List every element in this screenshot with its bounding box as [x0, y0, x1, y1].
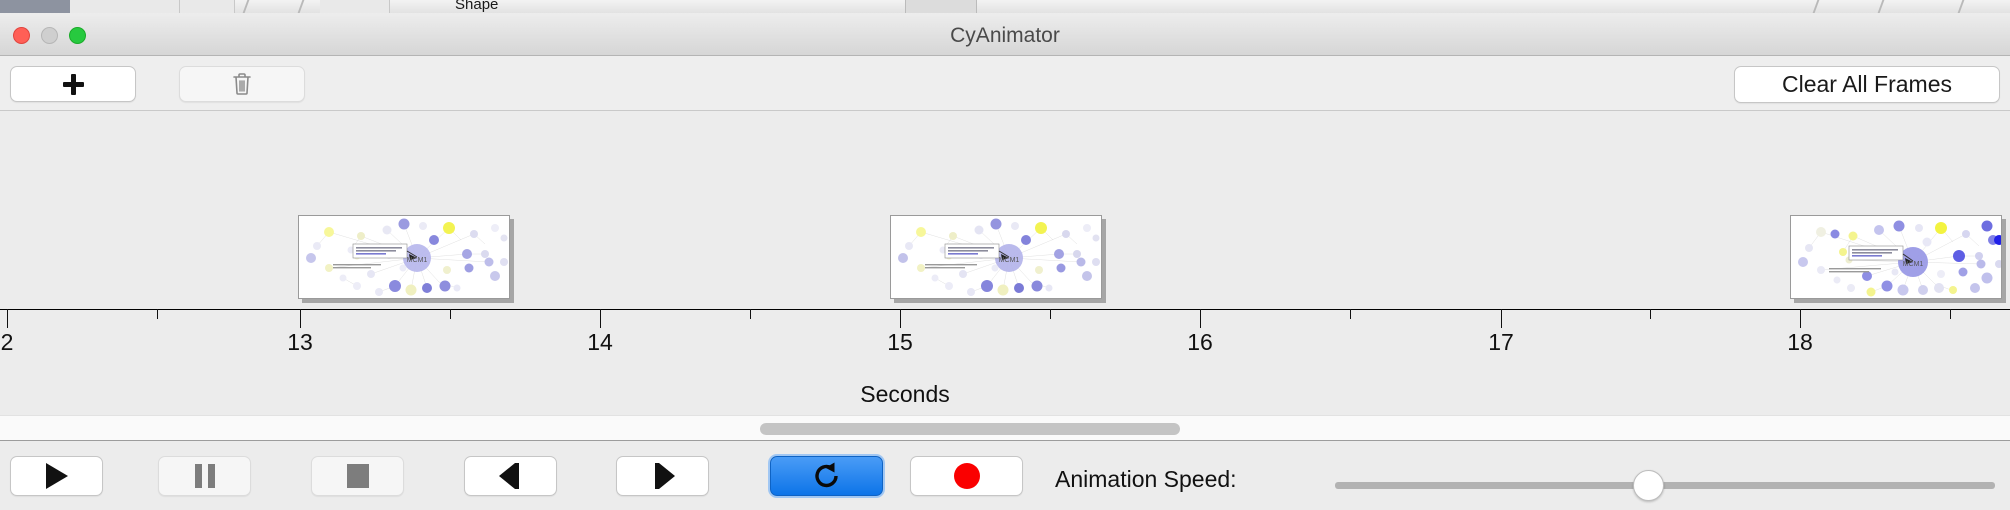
hub-node-label-3: MCM1: [1903, 261, 1924, 268]
frame-thumbnail-1[interactable]: MCM1: [298, 215, 510, 299]
clear-all-frames-label: Clear All Frames: [1782, 71, 1952, 97]
window-title: CyAnimator: [950, 24, 1060, 47]
animation-speed-track[interactable]: [1335, 482, 1995, 489]
axis-tick-label-15: 15: [887, 329, 913, 355]
play-icon: [45, 463, 68, 489]
skip-forward-icon: [651, 463, 675, 489]
axis-tick-9: [1350, 309, 1351, 319]
axis-tick-label-13: 13: [287, 329, 313, 355]
frame-toolbar: Clear All Frames: [0, 56, 2010, 111]
background-window-label: Shape: [455, 0, 499, 13]
frame-thumbnail-2[interactable]: MCM1: [890, 215, 1102, 299]
axis-title: Seconds: [0, 381, 2010, 408]
background-cell-4: [905, 0, 977, 13]
frame-thumbnail-3[interactable]: MCM1: [1790, 215, 2002, 299]
loop-button[interactable]: [770, 456, 883, 496]
record-button[interactable]: [910, 456, 1023, 496]
axis-tick-6: [900, 309, 901, 328]
background-divider-2: [297, 0, 305, 13]
clear-all-frames-button[interactable]: Clear All Frames: [1734, 66, 2000, 103]
background-window-strip: Shape: [0, 0, 2010, 13]
network-preview-1: MCM1: [299, 216, 509, 298]
skip-start-button[interactable]: [464, 456, 557, 496]
axis-tick-0: [7, 309, 8, 328]
timeline-ruler[interactable]: 2 13 14 15 16 17 18: [0, 309, 2010, 369]
background-sidebar-chip: [0, 0, 70, 13]
axis-tick-label-16: 16: [1187, 329, 1213, 355]
network-preview-3: MCM1: [1791, 216, 2001, 298]
close-window-button[interactable]: [13, 27, 30, 44]
axis-tick-1: [157, 309, 158, 319]
background-divider-4: [1877, 0, 1885, 13]
axis-tick-label-17: 17: [1488, 329, 1514, 355]
axis-tick-11: [1650, 309, 1651, 319]
delete-frame-button[interactable]: [179, 66, 305, 102]
background-divider-1: [242, 0, 250, 13]
timeline-frames-pane[interactable]: MCM1: [0, 111, 2010, 311]
pause-icon: [194, 464, 215, 488]
axis-tick-label-2: 2: [0, 329, 14, 355]
axis-tick-label-18: 18: [1787, 329, 1813, 355]
skip-end-button[interactable]: [616, 456, 709, 496]
background-cell-3: [320, 0, 390, 13]
stop-icon: [346, 464, 369, 488]
animation-speed-slider[interactable]: [1335, 470, 1995, 501]
timeline-scrollbar[interactable]: [0, 415, 2010, 441]
add-frame-button[interactable]: [10, 66, 136, 102]
playback-control-bar: Animation Speed:: [0, 442, 2010, 510]
skip-back-icon: [498, 463, 523, 489]
axis-title-label: Seconds: [860, 381, 950, 407]
timeline-scrollbar-thumb[interactable]: [760, 423, 1180, 435]
minimize-window-button[interactable]: [41, 27, 58, 44]
axis-tick-10: [1501, 309, 1502, 328]
zoom-window-button[interactable]: [69, 27, 86, 44]
pause-button[interactable]: [158, 456, 251, 496]
axis-tick-12: [1800, 309, 1801, 328]
axis-tick-13: [1950, 309, 1951, 319]
window-controls: [13, 27, 86, 44]
background-divider-3: [1812, 0, 1820, 13]
animation-speed-thumb[interactable]: [1633, 470, 1664, 501]
axis-tick-4: [600, 309, 601, 328]
hub-node-label-2: MCM1: [999, 257, 1020, 264]
network-preview-2: MCM1: [891, 216, 1101, 298]
axis-tick-8: [1200, 309, 1201, 328]
plus-icon: [62, 73, 85, 96]
axis-tick-7: [1050, 309, 1051, 319]
timeline-axis-line: [0, 309, 2010, 310]
record-icon: [953, 463, 980, 489]
background-divider-5: [1957, 0, 1965, 13]
axis-tick-2: [300, 309, 301, 328]
axis-tick-5: [750, 309, 751, 319]
title-bar: CyAnimator: [0, 13, 2010, 56]
background-cell-2: [180, 0, 235, 13]
animation-speed-label: Animation Speed:: [1055, 466, 1237, 492]
trash-icon: [233, 73, 251, 95]
axis-tick-3: [450, 309, 451, 319]
stop-button[interactable]: [311, 456, 404, 496]
play-button[interactable]: [10, 456, 103, 496]
loop-icon: [814, 462, 838, 488]
background-cell-1: [70, 0, 180, 13]
hub-node-label-1: MCM1: [407, 257, 428, 264]
axis-tick-label-14: 14: [587, 329, 613, 355]
